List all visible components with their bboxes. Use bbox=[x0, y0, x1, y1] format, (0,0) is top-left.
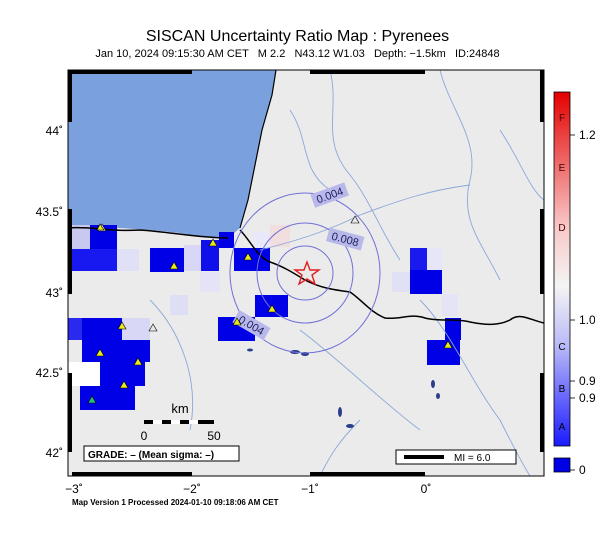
grade-box bbox=[83, 445, 240, 462]
lat-label-44: 44˚ bbox=[46, 124, 63, 138]
station-triangle bbox=[95, 348, 105, 357]
epicenter-star bbox=[292, 260, 322, 286]
station-triangle bbox=[119, 380, 129, 389]
colorbar-value-4: 0.9 bbox=[579, 391, 595, 405]
scale-tick-50: 50 bbox=[207, 429, 221, 443]
france-west-coast bbox=[239, 70, 277, 229]
grade-text: GRADE: – (Mean sigma: –) bbox=[88, 450, 214, 461]
lon-label-m1: −1˚ bbox=[301, 482, 319, 496]
lat-label-42: 42˚ bbox=[46, 446, 63, 460]
station-triangle bbox=[443, 340, 453, 349]
map-border-ticks bbox=[68, 70, 544, 476]
station-triangle bbox=[208, 238, 218, 247]
ocean-bay-of-biscay bbox=[68, 70, 276, 238]
lat-label-42-5: 42.5˚ bbox=[36, 366, 63, 380]
event-subtitle: Jan 10, 2024 09:15:30 AM CET M 2.2 N43.1… bbox=[95, 48, 500, 60]
grade-letter-a: A bbox=[559, 422, 566, 433]
station-triangle bbox=[117, 321, 127, 330]
colorbar-value-5: 0 bbox=[579, 463, 586, 477]
mi-legend-text: MI = 6.0 bbox=[454, 453, 491, 464]
grade-letter-f: F bbox=[559, 113, 565, 124]
scale-bar bbox=[144, 420, 214, 424]
map-title: SISCAN Uncertainty Ratio Map : Pyrenees bbox=[145, 28, 450, 45]
station-triangle bbox=[133, 357, 143, 366]
colorbar-low-swatch bbox=[553, 457, 571, 473]
scale-tick-0: 0 bbox=[141, 429, 148, 443]
grade-letter-b: B bbox=[559, 384, 566, 395]
station-triangle bbox=[87, 395, 97, 404]
grade-letter-c: C bbox=[558, 342, 565, 353]
station-triangle bbox=[243, 252, 253, 261]
grade-letter-d: D bbox=[558, 223, 565, 234]
lat-label-43-5: 43.5˚ bbox=[36, 205, 63, 219]
station-triangle bbox=[96, 223, 105, 231]
colorbar-value-2: 1.0 bbox=[579, 313, 595, 327]
lon-label-m2: −2˚ bbox=[183, 482, 201, 496]
colorbar-value-3: 0.9 bbox=[579, 374, 595, 388]
lat-label-43: 43˚ bbox=[46, 286, 63, 300]
station-triangle bbox=[267, 304, 277, 313]
spain-north-coast bbox=[68, 226, 229, 239]
lon-label-0: 0˚ bbox=[421, 482, 432, 496]
processed-footer: Map Version 1 Processed 2024-01-10 09:18… bbox=[72, 498, 279, 507]
station-triangle bbox=[232, 317, 242, 326]
france-spain-border bbox=[239, 229, 544, 326]
station-triangle bbox=[148, 323, 158, 332]
grid-cells bbox=[68, 225, 461, 410]
scale-unit: km bbox=[171, 401, 188, 416]
mi-legend-box bbox=[395, 449, 517, 465]
lon-label-m3: −3˚ bbox=[65, 482, 83, 496]
uncertainty-contours bbox=[229, 192, 381, 354]
colorbar-ticks bbox=[570, 134, 575, 471]
station-triangle bbox=[350, 215, 360, 224]
colorbar-value-1: 1.2 bbox=[579, 128, 595, 142]
mi-legend-line bbox=[404, 455, 444, 459]
grade-letter-e: E bbox=[559, 163, 566, 174]
station-markers bbox=[87, 215, 453, 404]
rivers bbox=[149, 70, 544, 476]
colorbar bbox=[553, 91, 571, 447]
station-triangle bbox=[169, 261, 179, 270]
